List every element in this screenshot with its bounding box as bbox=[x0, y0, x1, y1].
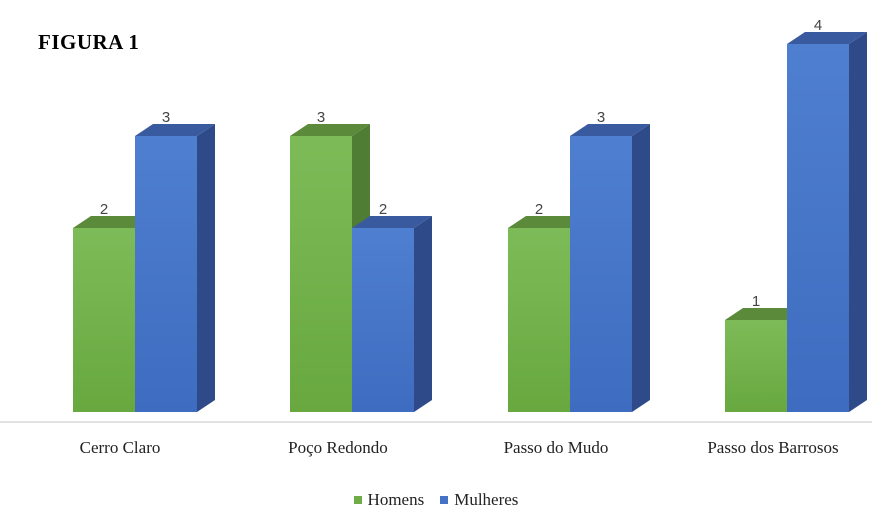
bar-front-face bbox=[290, 136, 352, 412]
bar-mulheres-passo-dos-barrosos bbox=[787, 32, 867, 412]
legend-swatch-homens bbox=[354, 496, 362, 504]
data-label-homens-passo-dos-barrosos: 1 bbox=[752, 293, 760, 310]
bar-side-face bbox=[197, 124, 215, 412]
data-label-mulheres-passo-dos-barrosos: 4 bbox=[814, 17, 822, 34]
bar-mulheres-passo-do-mudo bbox=[570, 124, 650, 412]
data-label-homens-passo-do-mudo: 2 bbox=[535, 201, 543, 218]
legend-item-homens: Homens bbox=[354, 490, 425, 510]
legend-item-mulheres: Mulheres bbox=[440, 490, 518, 510]
data-label-mulheres-passo-do-mudo: 3 bbox=[597, 109, 605, 126]
bar-mulheres-poco-redondo bbox=[352, 216, 432, 412]
bar-front-face bbox=[352, 228, 414, 412]
bar-front-face bbox=[570, 136, 632, 412]
bar-side-face bbox=[849, 32, 867, 412]
category-label-3: Passo dos Barrosos bbox=[707, 438, 838, 457]
bar-front-face bbox=[73, 228, 135, 412]
bar-side-face bbox=[414, 216, 432, 412]
category-label-1: Poço Redondo bbox=[288, 438, 388, 457]
bar-side-face bbox=[632, 124, 650, 412]
bar-chart: 2 3 Cerro Claro 3 2 Poço Redondo 2 3 Passo do Mu… bbox=[0, 0, 872, 480]
legend-label-homens: Homens bbox=[368, 490, 425, 510]
legend-label-mulheres: Mulheres bbox=[454, 490, 518, 510]
bar-front-face bbox=[725, 320, 787, 412]
bar-front-face bbox=[787, 44, 849, 412]
bar-front-face bbox=[135, 136, 197, 412]
data-label-homens-cerro-claro: 2 bbox=[100, 201, 108, 218]
bar-mulheres-cerro-claro bbox=[135, 124, 215, 412]
data-label-homens-poco-redondo: 3 bbox=[317, 109, 325, 126]
data-label-mulheres-cerro-claro: 3 bbox=[162, 109, 170, 126]
data-label-mulheres-poco-redondo: 2 bbox=[379, 201, 387, 218]
bar-front-face bbox=[508, 228, 570, 412]
category-label-2: Passo do Mudo bbox=[504, 438, 609, 457]
category-label-0: Cerro Claro bbox=[80, 438, 161, 457]
legend: Homens Mulheres bbox=[0, 490, 872, 510]
legend-swatch-mulheres bbox=[440, 496, 448, 504]
